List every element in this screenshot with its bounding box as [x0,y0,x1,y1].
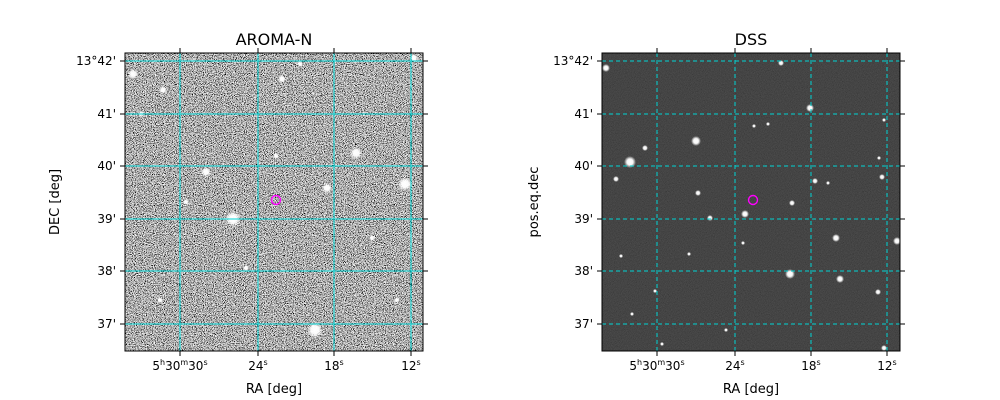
y-tick-label: 41' [574,107,593,121]
y-axis-label: pos.eq.dec [527,167,542,238]
panel-dss: DSS [527,30,905,397]
axes-frame [601,52,901,352]
target-marker [747,194,759,206]
x-tick-label: 12s [877,358,896,373]
target-marker [270,194,282,206]
x-tick-label: 5h30m30s [152,358,207,373]
tick-marks [597,48,905,356]
y-axis-label: DEC [deg] [48,169,63,235]
y-tick-label: 39' [574,212,593,226]
x-axis-label: RA [deg] [246,382,302,397]
tick-marks [120,48,428,356]
panel-title: AROMA-N [236,30,313,49]
x-tick-label: 18s [324,358,343,373]
x-tick-label: 12s [401,358,420,373]
x-tick-label: 5h30m30s [629,358,684,373]
y-tick-label: 38' [97,264,116,278]
y-tick-label: 40' [574,159,593,173]
y-tick-labels: 13°42' 41' 40' 39' 38' 37' [76,54,116,331]
y-tick-label: 37' [97,317,116,331]
y-tick-labels: 13°42' 41' 40' 39' 38' 37' [553,54,593,331]
x-tick-labels: 5h30m30s 24s 18s 12s [629,358,896,373]
y-tick-label: 37' [574,317,593,331]
y-tick-label: 38' [574,264,593,278]
y-tick-label: 39' [97,212,116,226]
coordinate-grid [125,53,423,351]
panel-aroma-n: AROMA-N [48,30,428,397]
panel-title: DSS [735,30,768,49]
x-tick-label: 18s [801,358,820,373]
stars [128,54,418,338]
sky-image [602,53,900,351]
stars [602,60,900,351]
y-tick-label: 13°42' [76,54,116,68]
y-tick-label: 13°42' [553,54,593,68]
sky-image [125,53,423,351]
x-axis-label: RA [deg] [723,382,779,397]
y-tick-label: 40' [97,159,116,173]
x-tick-label: 24s [725,358,744,373]
axes-frame [124,52,424,352]
image-noise [602,53,900,351]
coordinate-grid [602,53,900,351]
image-noise [125,53,423,351]
x-tick-labels: 5h30m30s 24s 18s 12s [152,358,420,373]
x-tick-label: 24s [248,358,267,373]
y-tick-label: 41' [97,107,116,121]
